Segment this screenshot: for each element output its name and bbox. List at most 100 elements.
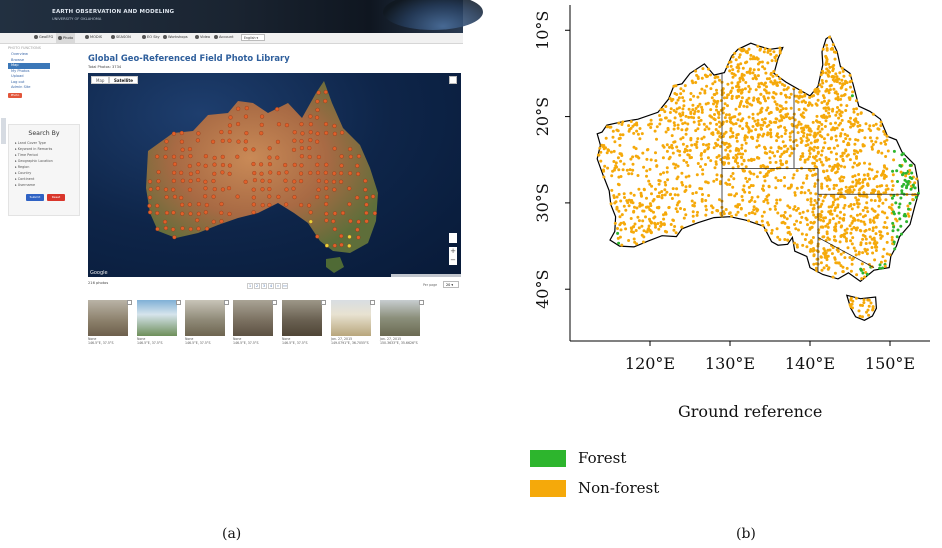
- photo-marker[interactable]: [267, 162, 273, 167]
- photo-marker[interactable]: [204, 202, 209, 208]
- add-photo-button[interactable]: Photo: [8, 92, 22, 98]
- photo-marker[interactable]: [299, 179, 304, 184]
- photo-marker[interactable]: [180, 202, 185, 207]
- photo-marker[interactable]: [180, 147, 185, 152]
- photo-marker[interactable]: [324, 202, 329, 207]
- photo-marker[interactable]: [259, 162, 264, 167]
- photo-marker[interactable]: [308, 122, 313, 127]
- photo-marker[interactable]: [195, 138, 200, 143]
- photo-marker[interactable]: [315, 234, 320, 239]
- photo-marker[interactable]: [315, 99, 320, 104]
- photo-marker[interactable]: [332, 171, 337, 176]
- photo-marker[interactable]: [219, 219, 224, 224]
- photo-marker[interactable]: [364, 219, 369, 224]
- photo-marker[interactable]: [155, 154, 160, 159]
- photo-marker[interactable]: [220, 162, 226, 168]
- photo-marker[interactable]: [283, 178, 288, 183]
- photo-marker[interactable]: [339, 154, 344, 159]
- photo-marker[interactable]: [196, 211, 201, 216]
- criterion-keyword[interactable]: ▸ Keyword in Remarks: [15, 147, 53, 151]
- photo-marker[interactable]: [355, 227, 360, 232]
- photo-marker[interactable]: [219, 210, 224, 215]
- photo-marker[interactable]: [339, 242, 344, 247]
- photo-marker[interactable]: [364, 210, 369, 216]
- photo-marker[interactable]: [275, 107, 280, 112]
- photo-marker[interactable]: [196, 131, 201, 136]
- page-1[interactable]: 1: [247, 283, 253, 289]
- photo-marker[interactable]: [204, 226, 209, 231]
- photo-marker[interactable]: [315, 195, 320, 200]
- photo-marker[interactable]: [179, 154, 184, 160]
- photo-marker[interactable]: [212, 187, 217, 192]
- photo-marker[interactable]: [260, 178, 265, 183]
- photo-marker[interactable]: [308, 130, 313, 135]
- photo-marker[interactable]: [155, 226, 160, 232]
- photo-marker[interactable]: [259, 171, 264, 176]
- photo-marker[interactable]: [339, 171, 344, 176]
- photo-marker[interactable]: [291, 186, 296, 191]
- photo-marker[interactable]: [195, 218, 200, 223]
- photo-marker[interactable]: [236, 106, 241, 111]
- photo-marker[interactable]: [307, 203, 312, 208]
- photo-marker[interactable]: [316, 178, 321, 183]
- photo-marker[interactable]: [251, 210, 256, 215]
- criterion-time-period[interactable]: ▸ Time Period: [15, 153, 38, 157]
- photo-marker[interactable]: [292, 195, 297, 200]
- photo-marker[interactable]: [243, 179, 248, 184]
- photo-marker[interactable]: [180, 211, 185, 216]
- photo-marker[interactable]: [163, 187, 169, 192]
- select-checkbox[interactable]: [321, 300, 326, 305]
- sidebar-item-log-out[interactable]: Log out: [11, 79, 25, 84]
- photo-marker[interactable]: [220, 170, 225, 175]
- photo-marker[interactable]: [156, 179, 161, 184]
- photo-marker[interactable]: [172, 235, 177, 240]
- photo-marker[interactable]: [315, 107, 320, 112]
- photo-marker[interactable]: [251, 187, 256, 192]
- photo-marker[interactable]: [179, 139, 184, 144]
- photo-marker[interactable]: [340, 211, 346, 216]
- photo-marker[interactable]: [188, 211, 193, 216]
- photo-marker[interactable]: [299, 163, 304, 168]
- photo-marker[interactable]: [340, 130, 345, 135]
- select-checkbox[interactable]: [176, 300, 181, 305]
- photo-marker[interactable]: [324, 130, 329, 136]
- photo-marker[interactable]: [171, 131, 176, 136]
- photo-marker[interactable]: [187, 163, 192, 169]
- photo-marker[interactable]: [219, 201, 224, 207]
- photo-marker[interactable]: [155, 203, 160, 208]
- fullscreen-icon[interactable]: [449, 76, 457, 84]
- photo-marker[interactable]: [324, 194, 329, 200]
- photo-marker[interactable]: [172, 194, 177, 199]
- photo-marker[interactable]: [196, 226, 201, 231]
- photo-marker[interactable]: [147, 203, 152, 208]
- photo-marker[interactable]: [323, 90, 328, 95]
- criterion-location[interactable]: ▸ Geographic Location: [15, 159, 53, 163]
- select-checkbox[interactable]: [127, 300, 132, 305]
- photo-marker[interactable]: [315, 139, 320, 144]
- photo-marker[interactable]: [235, 154, 240, 159]
- photo-marker[interactable]: [284, 202, 289, 207]
- criterion-username[interactable]: ▸ Username: [15, 183, 36, 187]
- photo-marker[interactable]: [275, 155, 280, 160]
- photo-marker[interactable]: [212, 155, 217, 160]
- photo-marker[interactable]: [323, 99, 328, 104]
- photo-marker[interactable]: [299, 203, 304, 208]
- photo-marker[interactable]: [292, 138, 297, 143]
- photo-marker[interactable]: [243, 114, 249, 119]
- tab-map[interactable]: Map: [91, 76, 110, 84]
- photo-marker[interactable]: [324, 218, 329, 223]
- photo-marker[interactable]: [299, 171, 304, 176]
- photo-marker[interactable]: [164, 210, 169, 215]
- select-checkbox[interactable]: [419, 300, 424, 305]
- photo-marker[interactable]: [324, 243, 329, 248]
- photo-marker[interactable]: [323, 122, 329, 127]
- photo-marker[interactable]: [331, 219, 336, 224]
- photo-marker[interactable]: [212, 162, 217, 167]
- photo-marker[interactable]: [227, 171, 232, 176]
- photo-marker[interactable]: [163, 226, 168, 231]
- language-select[interactable]: English ▾: [241, 34, 265, 41]
- photo-marker[interactable]: [196, 177, 201, 183]
- photo-marker[interactable]: [171, 178, 176, 183]
- photo-marker[interactable]: [308, 138, 313, 143]
- nav-item-eo-sky[interactable]: EO Sky: [142, 35, 160, 39]
